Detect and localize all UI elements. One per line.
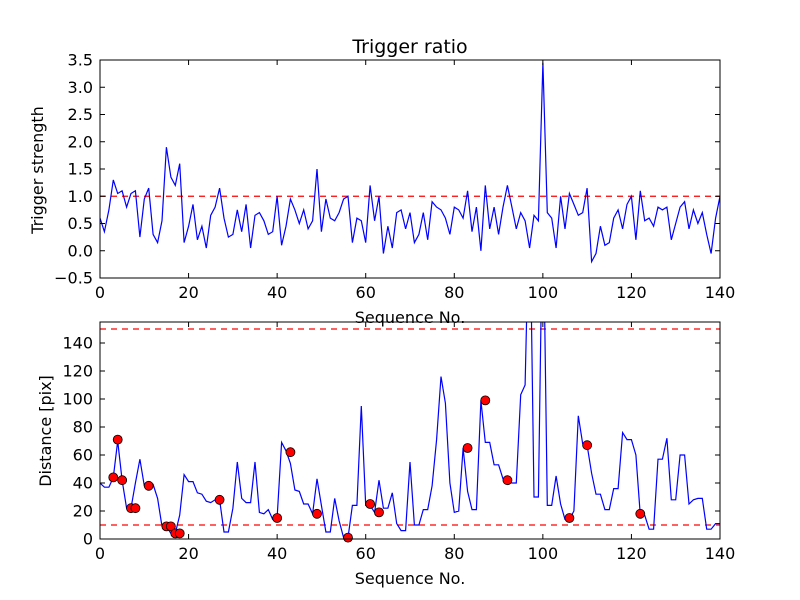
top-x-tick-label: 80 [444,283,464,302]
top-y-tick-label: 1.5 [68,160,93,179]
top-y-tick-label: 0.0 [68,241,93,260]
bottom-marker-point [564,513,575,523]
top-x-tick-label: 20 [178,283,198,302]
top-x-tick-label: 0 [95,283,105,302]
top-y-tick-label: 3.5 [68,51,93,70]
bottom-x-tick-label: 80 [444,544,464,563]
top-y-tick-label: 3.0 [68,78,93,97]
bottom-marker-point [117,475,128,486]
bottom-y-tick-label: 120 [62,362,93,381]
bottom-y-tick-label: 20 [73,502,93,521]
top-y-tick-label: 1.0 [68,187,93,206]
bottom-marker-point [143,480,154,491]
bottom-marker-point [165,521,176,532]
bottom-marker-point [285,447,296,458]
top-y-tick-label: 2.0 [68,132,93,151]
bottom-axes: 0 20 40 60 80 100 120 140 0 20 40 60 80 100 120 140 [62,321,736,563]
bottom-x-tick-label: 20 [178,544,198,563]
bottom-marker-point [582,440,593,451]
top-x-tick-label: 140 [705,283,736,302]
bottom-marker-point [214,494,225,505]
bottom-marker-point [112,434,123,445]
top-axes: 0 20 40 60 80 100 120 140 −0.5 0.0 0.5 1.0 1.5 2.0 2.5… [54,51,735,303]
top-x-tick-label: 40 [267,283,287,302]
bottom-x-tick-label: 0 [95,544,105,563]
bottom-y-tick-label: 60 [73,446,93,465]
top-x-tick-label: 100 [528,283,559,302]
bottom-marker-point [130,503,141,514]
chart-title: Trigger ratio [351,36,467,58]
bottom-x-axis-label: Sequence No. [355,569,466,588]
top-series-line [100,62,720,264]
bottom-y-tick-label: 80 [73,418,93,437]
bottom-marker-point [174,528,185,539]
top-x-tick-label: 120 [616,283,647,302]
bottom-y-axis-label: Distance [pix] [36,375,55,487]
bottom-plot-frame [99,321,721,540]
bottom-x-tick-label: 100 [528,544,559,563]
bottom-y-tick-label: 0 [83,530,93,549]
top-y-tick-label: −0.5 [54,269,93,288]
bottom-x-tick-label: 60 [356,544,376,563]
bottom-marker-point [635,508,646,519]
bottom-marker-point [365,499,376,509]
top-x-axis-label: Sequence No. [355,308,466,327]
bottom-marker-point [480,395,491,406]
top-x-tick-label: 60 [356,283,376,302]
bottom-x-tick-label: 120 [616,544,647,563]
bottom-marker-point [374,507,384,518]
bottom-y-tick-label: 140 [62,334,93,353]
bottom-x-tick-label: 40 [267,544,287,563]
top-y-axis-label: Trigger strength [28,106,47,235]
top-y-tick-label: 2.5 [68,105,93,124]
bottom-y-tick-label: 100 [62,390,93,409]
bottom-y-tick-label: 40 [73,474,93,493]
bottom-marker-point [108,472,119,483]
bottom-series-line [100,322,720,539]
top-y-tick-label: 0.5 [68,214,93,233]
bottom-marker-point [272,513,283,523]
bottom-x-tick-label: 140 [705,544,736,563]
bottom-marker-point [312,508,322,519]
bottom-marker-point [502,475,513,486]
bottom-marker-point [343,532,353,543]
bottom-marker-point [462,443,473,453]
